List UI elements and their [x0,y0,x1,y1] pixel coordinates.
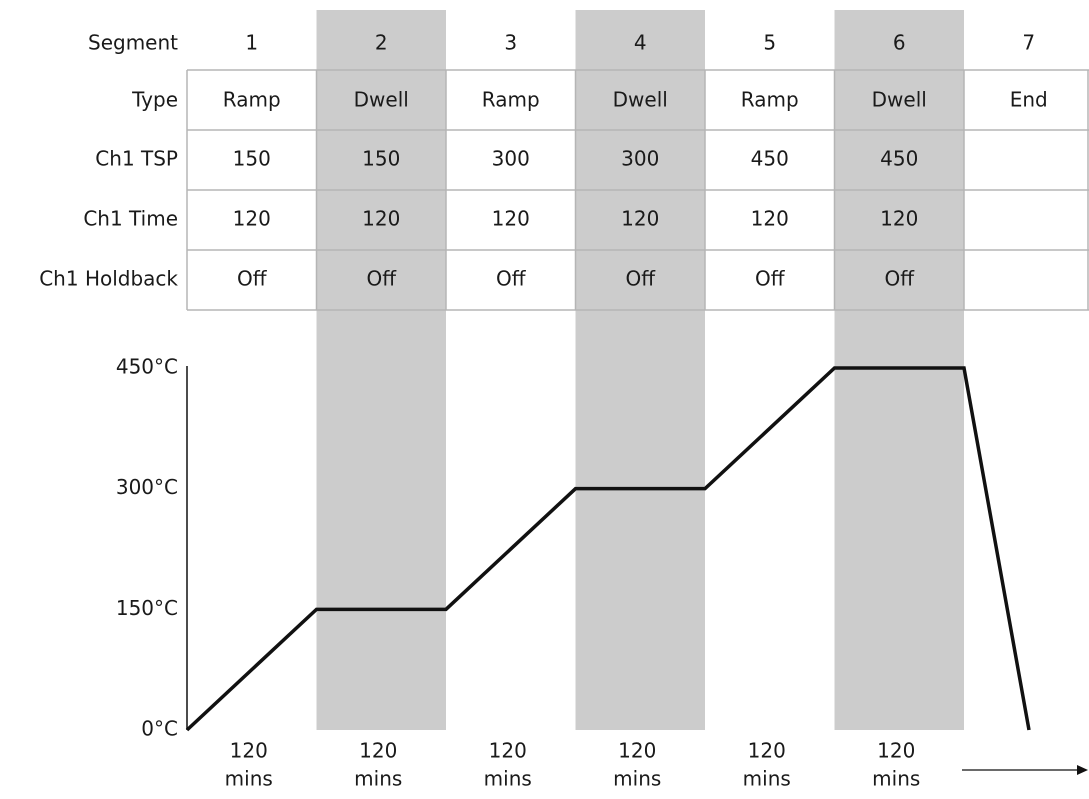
y-tick-label: 0°C [141,717,178,741]
dwell-shade-column [316,10,446,730]
x-tick-value: 120 [230,739,268,763]
type-cell: Dwell [872,88,927,112]
segment-number: 4 [634,31,647,55]
holdback-cell: Off [625,267,656,291]
segment-number: 6 [893,31,906,55]
holdback-cell: Off [496,267,527,291]
x-tick-value: 120 [618,739,656,763]
x-tick-unit: mins [613,767,661,791]
time-cell: 120 [880,207,918,231]
y-tick-label: 300°C [116,475,178,499]
segment-number: 2 [375,31,388,55]
tsp-cell: 300 [621,147,659,171]
x-tick-value: 120 [359,739,397,763]
y-tick-label: 450°C [116,355,178,379]
time-cell: 120 [233,207,271,231]
time-arrow-head-icon [1077,765,1088,775]
holdback-cell: Off [366,267,397,291]
x-tick-value: 120 [489,739,527,763]
x-tick-unit: mins [872,767,920,791]
segment-number: 1 [245,31,258,55]
setpoint-profile-line [185,366,1031,732]
x-tick-unit: mins [484,767,532,791]
x-tick-value: 120 [877,739,915,763]
time-cell: 120 [751,207,789,231]
x-tick-unit: mins [225,767,273,791]
holdback-cell: Off [237,267,268,291]
tsp-cell: 150 [362,147,400,171]
time-cell: 120 [621,207,659,231]
x-tick-unit: mins [743,767,791,791]
segment-number: 7 [1022,31,1035,55]
row-label: Ch1 Time [83,207,178,231]
holdback-cell: Off [755,267,786,291]
row-label: Ch1 Holdback [39,267,178,291]
holdback-cell: Off [884,267,915,291]
type-cell: Dwell [613,88,668,112]
row-label: Segment [88,31,178,55]
tsp-cell: 300 [492,147,530,171]
dwell-shade-column [834,10,964,730]
dwell-shade-column [575,10,705,730]
type-cell: Ramp [223,88,281,112]
row-label: Ch1 TSP [95,147,178,171]
type-cell: End [1010,88,1048,112]
y-tick-label: 150°C [116,596,178,620]
type-cell: Dwell [354,88,409,112]
type-cell: Ramp [741,88,799,112]
segment-number: 3 [504,31,517,55]
tsp-cell: 450 [751,147,789,171]
type-cell: Ramp [482,88,540,112]
time-cell: 120 [492,207,530,231]
tsp-cell: 450 [880,147,918,171]
tsp-cell: 150 [233,147,271,171]
time-cell: 120 [362,207,400,231]
segment-number: 5 [763,31,776,55]
x-tick-unit: mins [354,767,402,791]
row-label: Type [131,88,178,112]
x-tick-value: 120 [748,739,786,763]
